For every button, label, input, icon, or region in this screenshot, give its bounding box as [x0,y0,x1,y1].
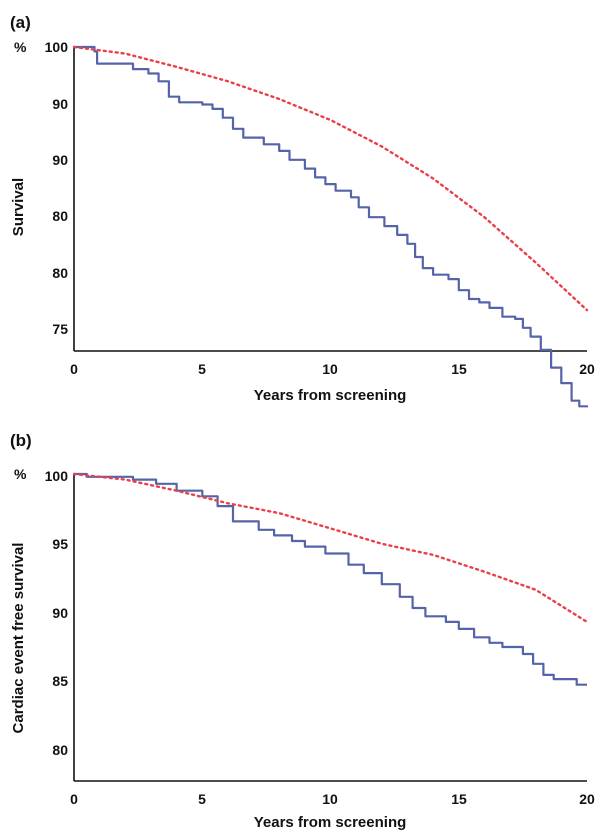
panel-a-y-ticks: 100 90 90 80 80 75 [45,39,69,337]
panel-a-series-expected-line [72,45,589,312]
panel-b-y-axis-title: Cardiac event free survival [10,543,27,734]
panel-a-x-tick: 0 [70,361,78,377]
panel-a-x-ticks: 0 5 10 15 20 [70,361,595,377]
panel-b-x-tick: 5 [198,791,206,807]
panel-a-label: (a) [10,13,31,32]
panel-b-y-tick: 85 [52,673,68,689]
panel-b-x-axis-title: Years from screening [254,814,407,831]
panel-a-x-tick: 20 [579,361,595,377]
panel-a-y-unit: % [14,39,27,55]
panel-b-y-tick: 80 [52,742,68,758]
panel-a-y-axis-title: Survival [10,178,27,236]
panel-b-series-expected-line [72,472,589,624]
panel-b-y-tick: 95 [52,536,68,552]
panel-a-y-tick: 80 [52,208,68,224]
panel-a: (a) % Survival Years from screening 100 … [10,13,595,408]
panel-b-y-ticks: 100 95 90 85 80 [45,468,69,758]
panel-b-plot-area [72,472,589,686]
panel-a-y-tick: 80 [52,265,68,281]
panel-a-x-tick: 5 [198,361,206,377]
panel-a-y-tick: 90 [52,96,68,112]
panel-b-x-tick: 10 [322,791,338,807]
panel-b-x-tick: 20 [579,791,595,807]
panel-a-y-tick: 90 [52,152,68,168]
panel-b-series-observed-line [74,472,587,686]
panel-b: (b) % Cardiac event free survival Years … [10,431,595,831]
panel-a-x-tick: 10 [322,361,338,377]
panel-a-y-tick: 75 [52,321,68,337]
panel-b-x-ticks: 0 5 10 15 20 [70,791,595,807]
panel-b-y-tick: 100 [45,468,69,484]
panel-b-x-tick: 0 [70,791,78,807]
panel-b-y-tick: 90 [52,605,68,621]
panel-b-y-unit: % [14,466,27,482]
panel-a-x-tick: 15 [451,361,467,377]
panel-b-x-tick: 15 [451,791,467,807]
panel-b-label: (b) [10,431,32,450]
panel-a-x-axis-title: Years from screening [254,387,407,404]
panel-a-series-observed-line [74,45,589,408]
panel-a-plot-area [72,45,589,408]
panel-a-y-tick: 100 [45,39,69,55]
